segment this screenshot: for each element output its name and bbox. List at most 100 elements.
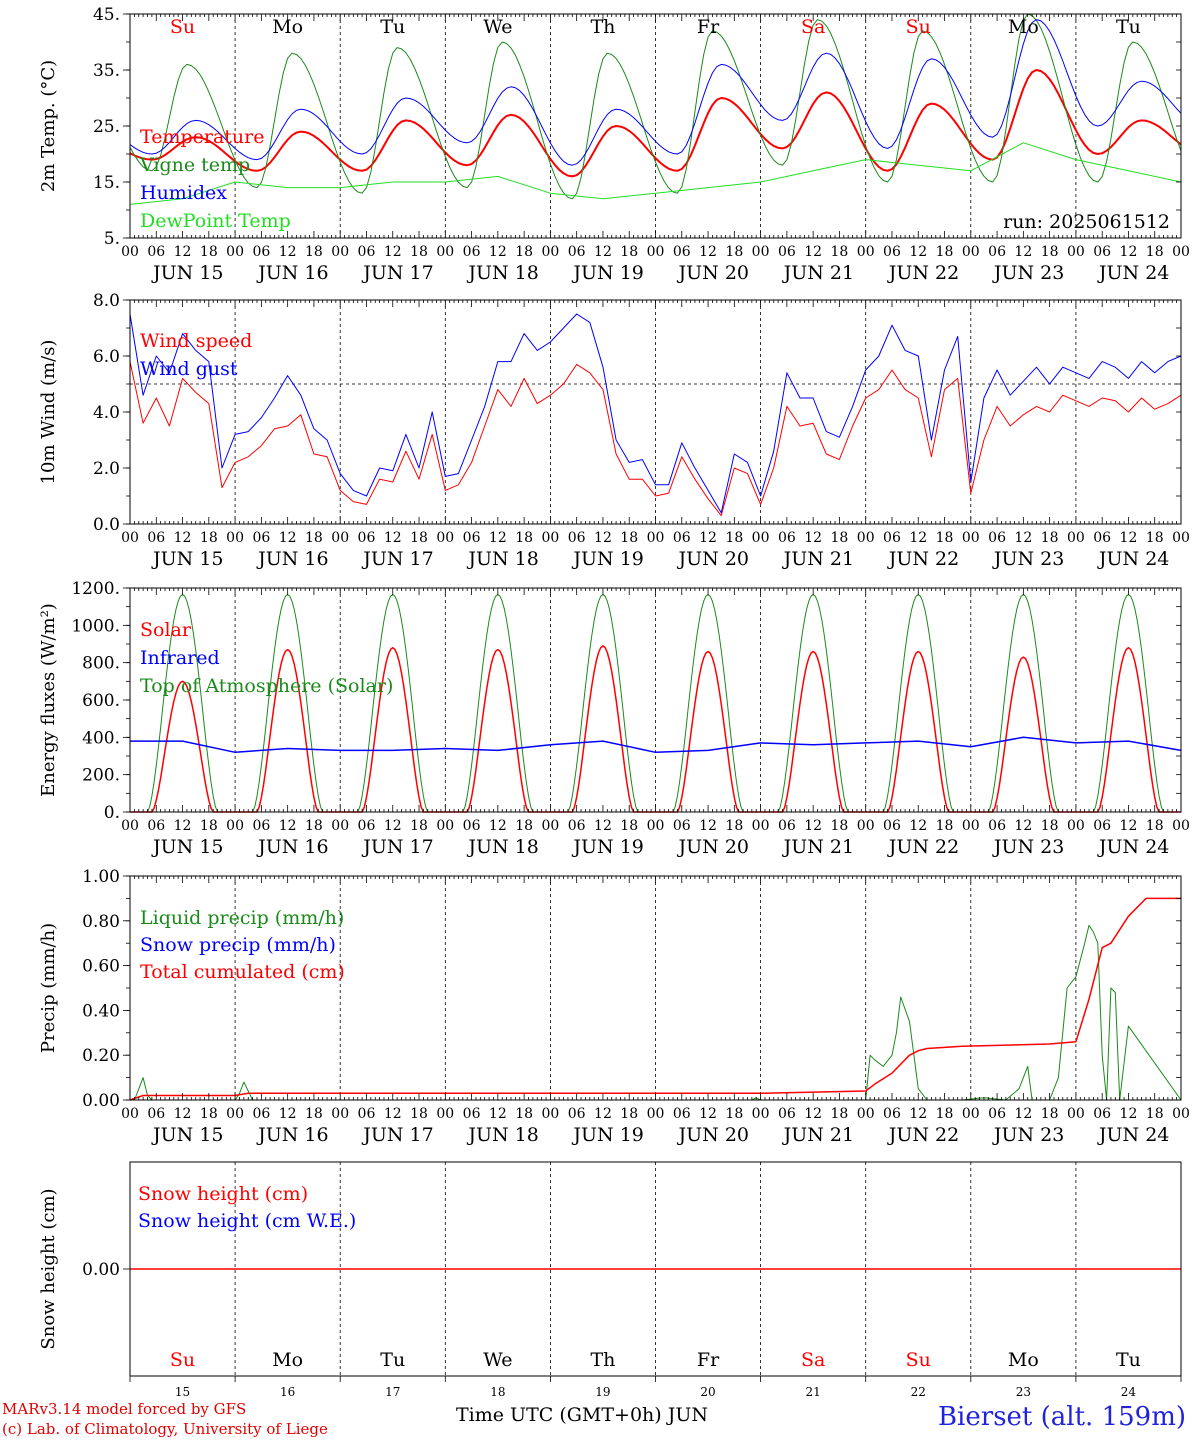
hour-tick-label: 00 [226, 1106, 244, 1122]
series-line-dewpoint-temp [129, 142, 1182, 205]
hour-tick-label: 00 [436, 530, 454, 546]
hour-tick-label: 18 [936, 244, 954, 260]
hour-tick-label: 12 [909, 530, 927, 546]
day-label: JUN 21 [782, 836, 854, 858]
legend-entry: Liquid precip (mm/h) [140, 907, 344, 929]
hour-tick-label: 00 [752, 530, 770, 546]
day-label: JUN 17 [361, 836, 433, 858]
hour-tick-label: 12 [1120, 818, 1138, 834]
weekday-label: We [483, 16, 512, 38]
day-label: JUN 24 [1097, 262, 1169, 284]
hour-tick-label: 00 [752, 818, 770, 834]
y-tick-label: 200. [82, 766, 120, 786]
hour-tick-label: 06 [147, 818, 165, 834]
hour-tick-label: 12 [489, 818, 507, 834]
hour-tick-label: 00 [121, 1106, 139, 1122]
y-axis-label: Precip (mm/h) [38, 923, 59, 1053]
hour-tick-label: 00 [436, 1106, 454, 1122]
y-axis-label: Energy fluxes (W/m²) [38, 603, 59, 797]
hour-tick-label: 06 [1093, 818, 1111, 834]
hour-tick-label: 18 [410, 530, 428, 546]
day-label: JUN 16 [256, 262, 328, 284]
hour-tick-label: 18 [305, 818, 323, 834]
y-tick-label: 0.00 [82, 1091, 120, 1111]
hour-tick-label: 06 [358, 530, 376, 546]
hour-tick-label: 18 [831, 244, 849, 260]
hour-tick-label: 00 [226, 244, 244, 260]
y-axis-label: Snow height (cm) [38, 1188, 59, 1349]
hour-tick-label: 06 [147, 1106, 165, 1122]
hour-tick-label: 06 [463, 530, 481, 546]
hour-tick-label: 06 [883, 530, 901, 546]
hour-tick-label: 00 [1067, 1106, 1085, 1122]
hour-tick-label: 18 [515, 818, 533, 834]
series-line-liquid-precip-mm-h- [130, 924, 1182, 1101]
legend-entry: Wind gust [140, 358, 238, 380]
hour-tick-label: 12 [489, 1106, 507, 1122]
hour-tick-label: 12 [1120, 1106, 1138, 1122]
hour-tick-label: 06 [988, 244, 1006, 260]
hour-tick-label: 00 [331, 244, 349, 260]
hour-tick-label: 00 [541, 244, 559, 260]
day-label: JUN 15 [151, 262, 223, 284]
day-label: JUN 23 [992, 1124, 1064, 1146]
hour-tick-label: 18 [305, 244, 323, 260]
hour-tick-label: 18 [831, 818, 849, 834]
day-number-label: 16 [280, 1385, 295, 1399]
day-number-label: 24 [1121, 1385, 1137, 1399]
hour-tick-label: 12 [699, 530, 717, 546]
weekday-label: We [483, 1349, 512, 1371]
day-label: JUN 18 [466, 836, 538, 858]
hour-tick-label: 18 [1146, 1106, 1164, 1122]
hour-tick-label: 06 [147, 530, 165, 546]
day-label: JUN 21 [782, 1124, 854, 1146]
y-tick-label: 1.00 [82, 867, 120, 887]
y-tick-label: 800. [82, 654, 120, 674]
hour-tick-label: 00 [331, 1106, 349, 1122]
hour-tick-label: 06 [673, 530, 691, 546]
hour-tick-label: 12 [1014, 1106, 1032, 1122]
weekday-label: Tu [380, 1349, 405, 1371]
hour-tick-label: 00 [121, 818, 139, 834]
hour-tick-label: 18 [620, 530, 638, 546]
hour-tick-label: 12 [594, 818, 612, 834]
hour-tick-label: 00 [541, 818, 559, 834]
hour-tick-label: 18 [410, 818, 428, 834]
hour-tick-label: 18 [936, 818, 954, 834]
hour-tick-label: 18 [515, 244, 533, 260]
hour-tick-label: 18 [515, 1106, 533, 1122]
hour-tick-label: 00 [857, 1106, 875, 1122]
hour-tick-label: 12 [384, 818, 402, 834]
hour-tick-label: 06 [1093, 530, 1111, 546]
hour-tick-label: 18 [410, 244, 428, 260]
day-label: JUN 23 [992, 836, 1064, 858]
hour-tick-label: 12 [594, 244, 612, 260]
hour-tick-label: 18 [200, 818, 218, 834]
hour-tick-label: 00 [647, 1106, 665, 1122]
hour-tick-label: 06 [147, 244, 165, 260]
hour-tick-label: 00 [1172, 1106, 1190, 1122]
hour-tick-label: 12 [384, 530, 402, 546]
hour-tick-label: 18 [1146, 530, 1164, 546]
hour-tick-label: 12 [1120, 244, 1138, 260]
y-tick-label: 5. [104, 229, 120, 249]
hour-tick-label: 00 [857, 530, 875, 546]
day-number-label: 20 [700, 1385, 715, 1399]
hour-tick-label: 00 [647, 818, 665, 834]
weekday-label: Tu [380, 16, 405, 38]
hour-tick-label: 06 [568, 530, 586, 546]
day-label: JUN 18 [466, 548, 538, 570]
legend-entry: Wind speed [140, 330, 252, 352]
panel-frame [129, 299, 1182, 525]
weekday-label: Mo [1008, 1349, 1039, 1371]
panel-frame [129, 587, 1182, 813]
legend-entry: Snow height (cm W.E.) [138, 1210, 356, 1232]
hour-tick-label: 18 [725, 818, 743, 834]
hour-tick-label: 18 [620, 244, 638, 260]
weekday-label: Mo [272, 16, 303, 38]
hour-tick-label: 12 [699, 244, 717, 260]
hour-tick-label: 00 [121, 530, 139, 546]
hour-tick-label: 12 [699, 1106, 717, 1122]
day-label: JUN 16 [256, 1124, 328, 1146]
hour-tick-label: 18 [1146, 244, 1164, 260]
